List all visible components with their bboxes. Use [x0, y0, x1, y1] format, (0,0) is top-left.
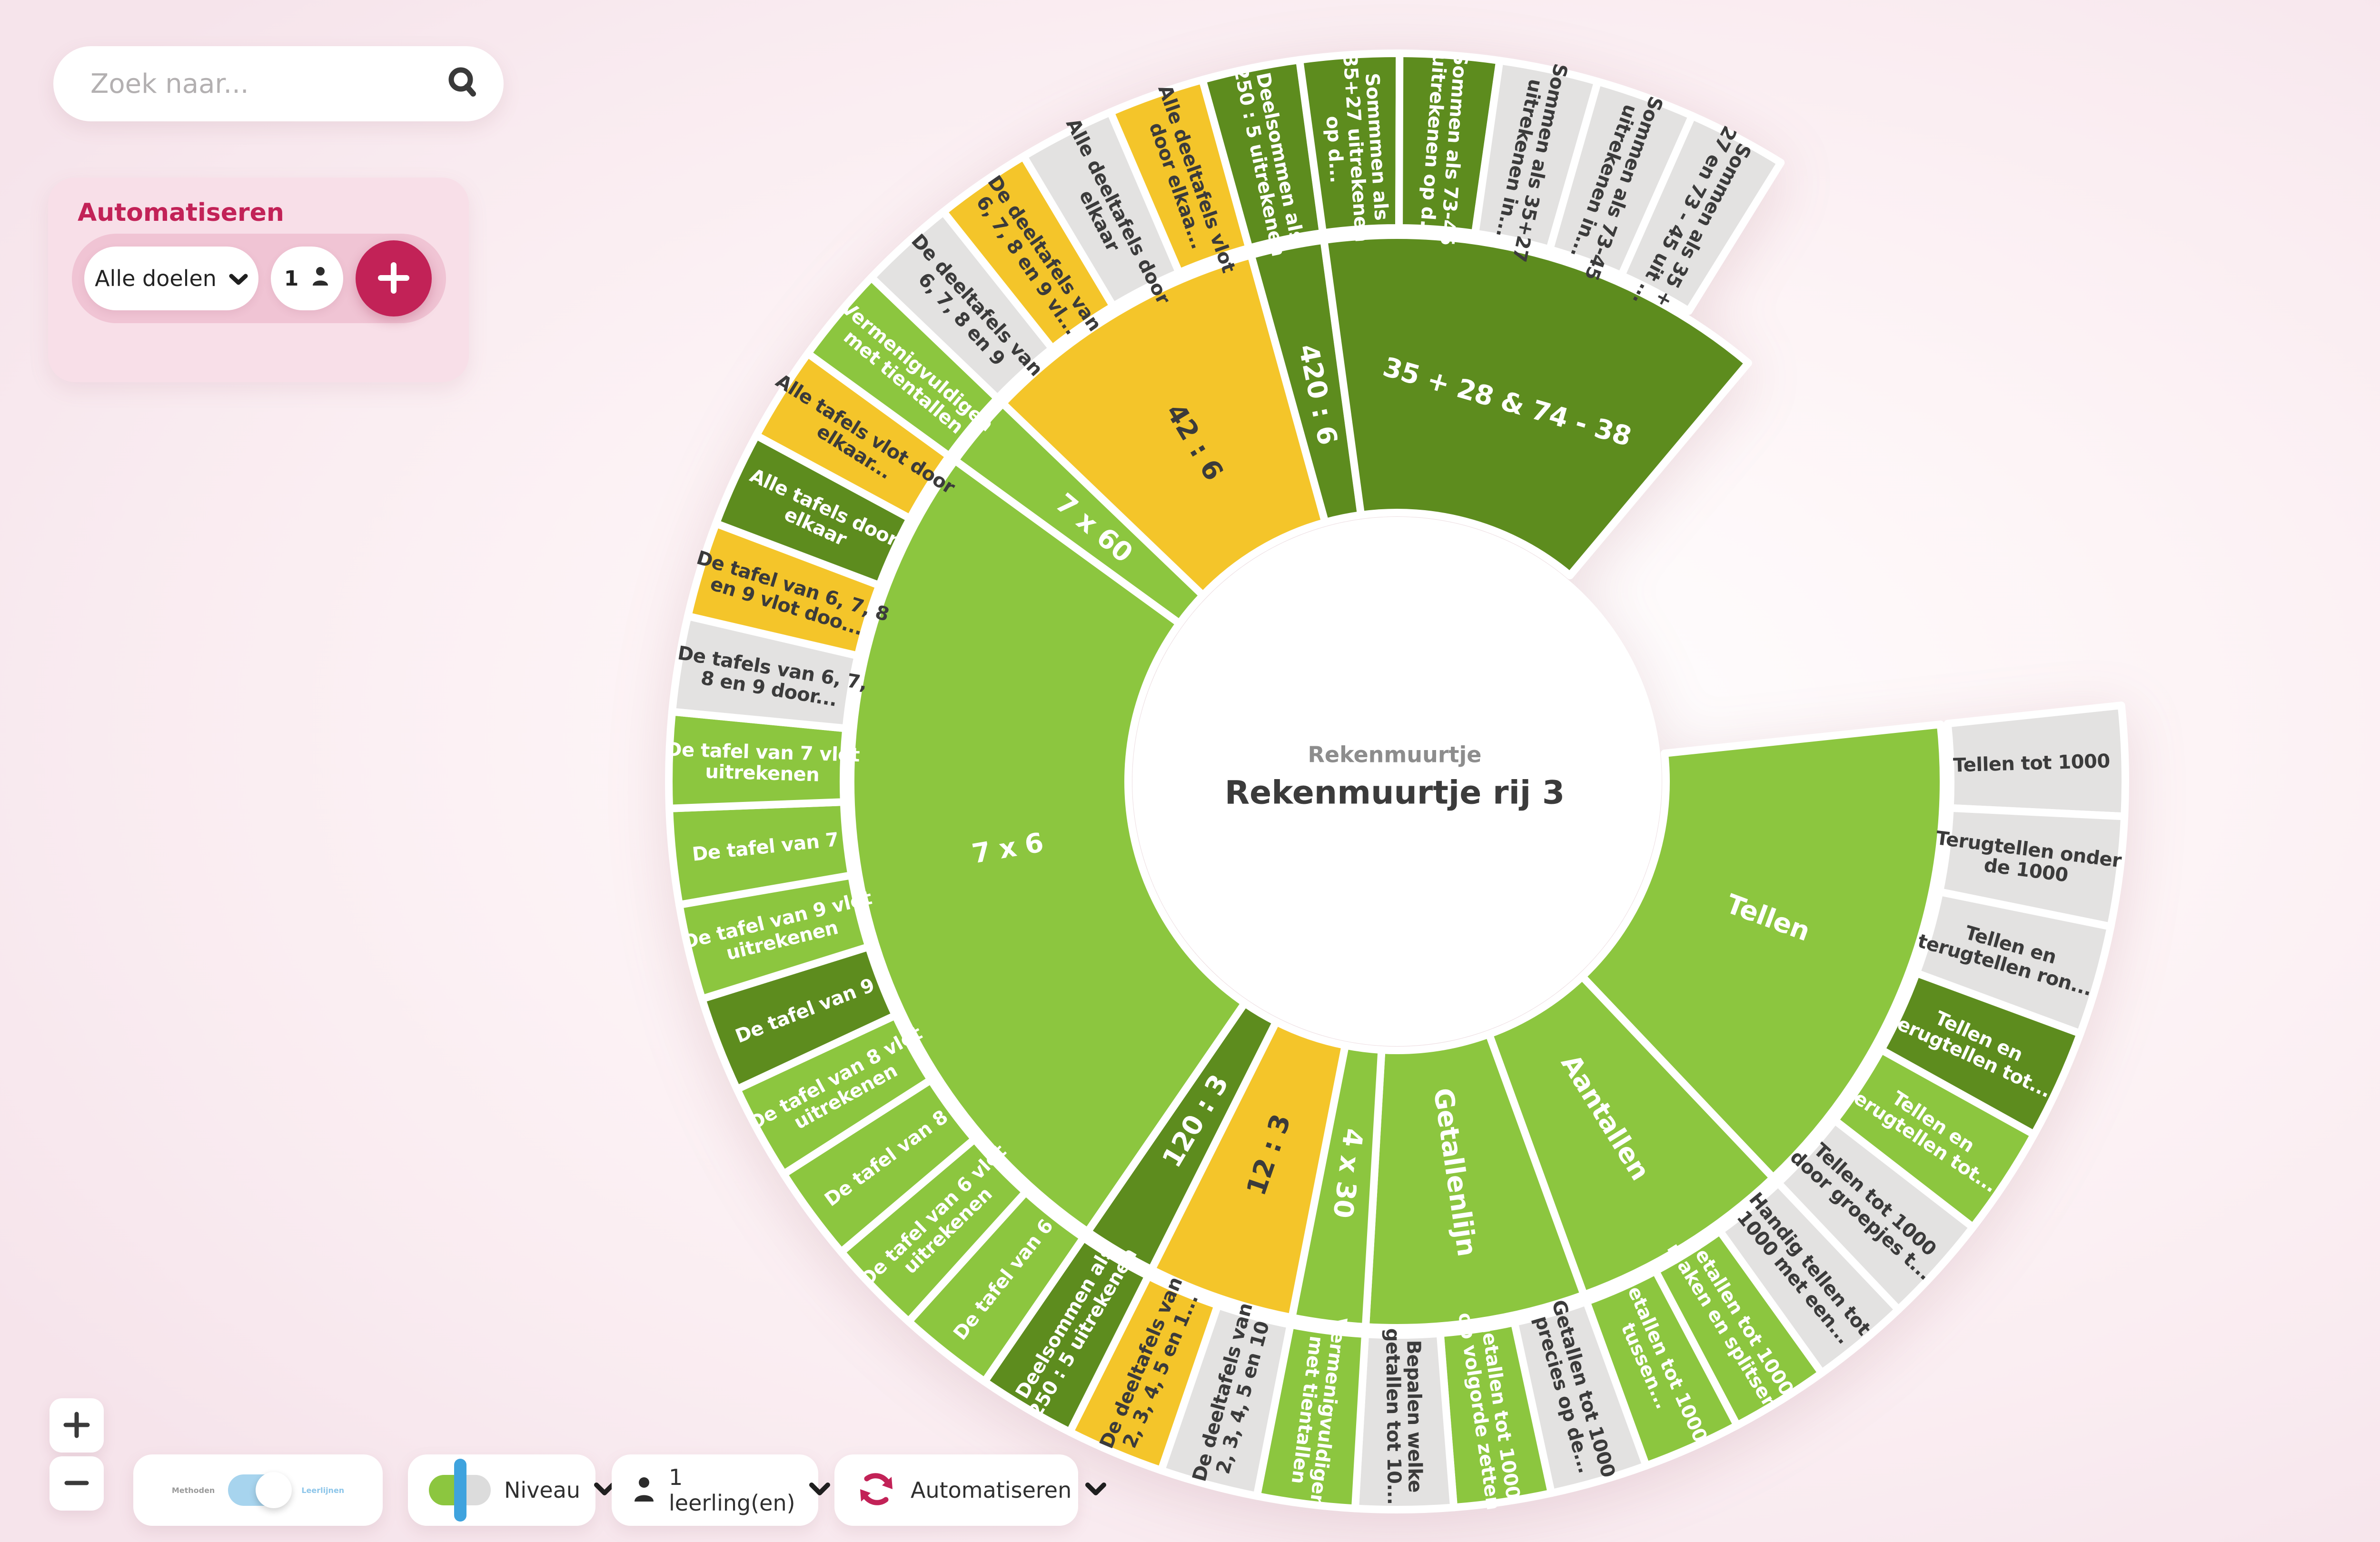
- automatiseren-panel-title: Automatiseren: [78, 198, 284, 227]
- search-icon[interactable]: [446, 65, 481, 102]
- sunburst-segment[interactable]: [1578, 721, 1947, 1182]
- student-count-pill[interactable]: 1: [271, 247, 343, 310]
- sunburst-center: Rekenmuurtje Rekenmuurtje rij 3: [1225, 742, 1565, 812]
- automatiseren-panel: Automatiseren Alle doelen 1: [48, 178, 469, 382]
- student-count-value: 1: [284, 266, 299, 291]
- chart-title: Rekenmuurtje rij 3: [1224, 774, 1565, 812]
- niveau-dropdown[interactable]: Niveau: [408, 1454, 615, 1526]
- sunburst-segment[interactable]: [1351, 1329, 1458, 1514]
- zoom-out-button[interactable]: [50, 1456, 104, 1511]
- sync-icon: [855, 1468, 897, 1512]
- sunburst-segment[interactable]: [1944, 702, 2129, 820]
- person-icon: [311, 266, 330, 292]
- search-input[interactable]: [90, 68, 446, 99]
- automatiseren-dropdown[interactable]: Automatiseren: [834, 1454, 1107, 1526]
- add-automatiseren-button[interactable]: [356, 240, 432, 316]
- niveau-label: Niveau: [504, 1477, 581, 1503]
- sunburst-segment[interactable]: [1361, 1030, 1588, 1332]
- students-label: 1 leerling(en): [669, 1464, 795, 1516]
- goals-dropdown-label: Alle doelen: [95, 266, 217, 291]
- leerlijnen-label[interactable]: Leerlijnen: [301, 1485, 345, 1495]
- plus-icon: [376, 260, 411, 297]
- toggle-knob: [256, 1472, 292, 1508]
- plus-icon: [63, 1411, 90, 1440]
- goals-dropdown[interactable]: Alle doelen: [84, 247, 258, 310]
- sunburst-segment[interactable]: [1485, 972, 1777, 1299]
- methoden-leerlijnen-switch-card: Methoden Leerlijnen: [133, 1454, 383, 1526]
- sunburst-segment[interactable]: [999, 251, 1329, 599]
- methoden-leerlijnen-toggle[interactable]: [228, 1472, 292, 1508]
- chevron-down-icon: [1085, 1482, 1107, 1498]
- chevron-down-icon: [809, 1482, 831, 1498]
- sunburst-segment[interactable]: [1320, 231, 1752, 580]
- automatiseren-controls-row: Alle doelen 1: [72, 234, 446, 323]
- automatiseren-label: Automatiseren: [911, 1477, 1072, 1503]
- sunburst-center-hole: [1132, 517, 1662, 1046]
- chart-subtitle: Rekenmuurtje: [1308, 741, 1482, 768]
- zoom-in-button[interactable]: [50, 1398, 104, 1453]
- search-bar: [53, 46, 504, 121]
- chevron-down-icon: [594, 1482, 615, 1498]
- sunburst-segment[interactable]: [1617, 112, 1785, 315]
- sunburst-segment[interactable]: [847, 456, 1249, 1236]
- students-dropdown[interactable]: 1 leerling(en): [612, 1454, 830, 1526]
- minus-icon: [63, 1469, 90, 1498]
- methoden-label[interactable]: Methoden: [171, 1485, 215, 1495]
- person-icon: [633, 1476, 655, 1504]
- chevron-down-icon: [229, 266, 248, 291]
- niveau-icon: [429, 1459, 491, 1522]
